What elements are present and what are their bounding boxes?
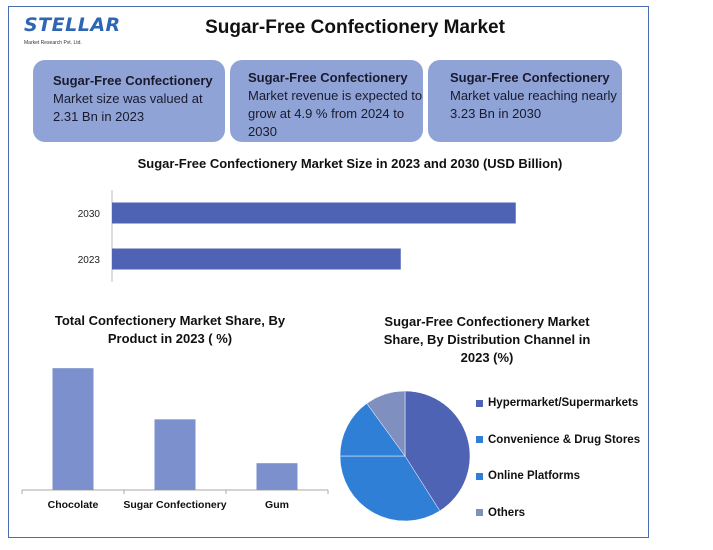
pie-legend: Hypermarket/Supermarkets Convenience & Dr… <box>476 394 640 540</box>
y-tick-label: 2030 <box>78 209 101 220</box>
card-title: Sugar-Free Confectionery <box>248 70 408 85</box>
card-body: Market revenue is expected to grow at 4.… <box>248 88 423 139</box>
legend-swatch <box>476 436 483 444</box>
bar-2030 <box>112 202 516 224</box>
bar-2023 <box>112 248 401 270</box>
product-share-chart-title: Total Confectionery Market Share, By Pro… <box>54 313 286 346</box>
legend-swatch <box>476 399 483 407</box>
legend-label: Online Platforms <box>488 470 581 483</box>
x-tick-label: Gum <box>265 499 289 511</box>
page-title: Sugar-Free Confectionery Market <box>205 17 505 38</box>
bar-gum <box>256 463 298 490</box>
legend-label: Hypermarket/Supermarkets <box>488 397 639 410</box>
pie-slice-0 <box>404 390 471 512</box>
channel-share-chart-title: Sugar-Free Confectionery Market Share, B… <box>383 314 591 365</box>
card-body: Market value reaching nearly 3.23 Bn in … <box>450 88 617 121</box>
legend-item: Convenience & Drug Stores <box>476 431 640 449</box>
info-card-growth: Sugar-Free Confectionery Market revenue … <box>230 60 423 142</box>
y-tick-label: 2023 <box>78 255 101 266</box>
market-size-chart-title: Sugar-Free Confectionery Market Size in … <box>137 156 563 171</box>
legend-label: Convenience & Drug Stores <box>488 433 641 446</box>
legend-item: Others <box>476 504 640 522</box>
legend-swatch <box>476 509 483 517</box>
pie-slice-1 <box>339 455 441 522</box>
bar-chocolate <box>52 368 94 490</box>
legend-swatch <box>476 472 483 480</box>
card-body: Market size was valued at 2.31 Bn in 202… <box>53 91 203 124</box>
info-card-2030-value: Sugar-Free Confectionery Market value re… <box>428 60 622 142</box>
card-title: Sugar-Free Confectionery <box>53 73 213 88</box>
legend-item: Hypermarket/Supermarkets <box>476 394 640 412</box>
logo-subtext: Market Research Pvt. Ltd. <box>24 40 82 46</box>
legend-label: Others <box>488 506 526 519</box>
x-tick-label: Chocolate <box>48 499 99 511</box>
pie-slice-3 <box>366 390 406 457</box>
logo-text: STELLAR <box>24 14 121 36</box>
pie-slice-2 <box>339 403 406 457</box>
info-card-market-size: Sugar-Free Confectionery Market size was… <box>33 60 225 142</box>
x-tick-label: Sugar Confectionery <box>123 499 226 511</box>
legend-item: Online Platforms <box>476 467 640 485</box>
stellar-logo: STELLAR Market Research Pvt. Ltd. <box>24 12 120 52</box>
card-title: Sugar-Free Confectionery <box>450 70 610 85</box>
bar-sugar-confectionery <box>154 419 196 490</box>
